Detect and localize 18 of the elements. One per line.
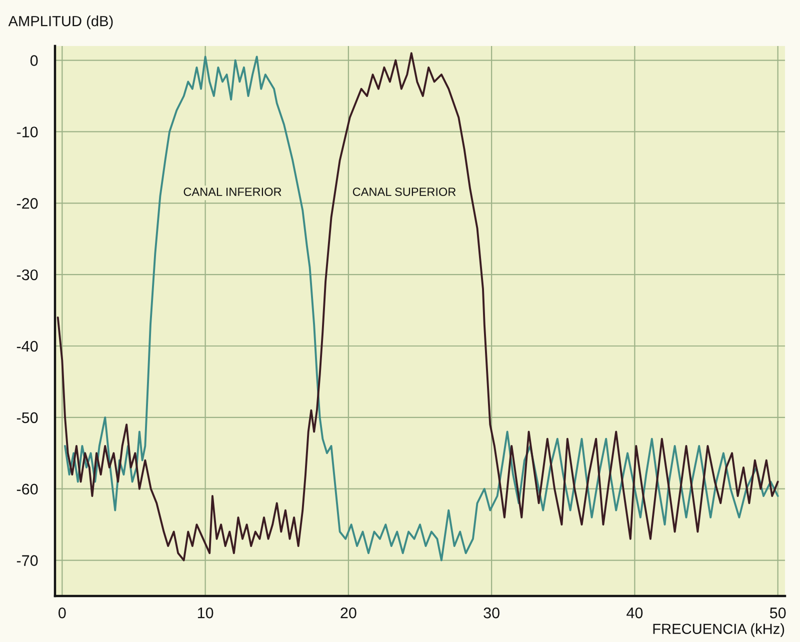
x-tick-label: 40 <box>626 608 643 618</box>
x-tick-label: 0 <box>58 608 66 618</box>
y-tick-label: -50 <box>16 412 38 424</box>
y-tick-label: 0 <box>30 55 38 66</box>
x-tick-label: 10 <box>198 608 214 618</box>
series-label: CANAL INFERIOR <box>184 188 282 196</box>
y-tick-label: -30 <box>16 269 38 280</box>
y-tick-label: -40 <box>16 340 38 352</box>
x-tick-label: 50 <box>770 608 786 618</box>
x-tick-label: 30 <box>484 608 500 618</box>
y-tick-label: -10 <box>16 126 38 138</box>
series-label: CANAL SUPERIOR <box>352 188 456 196</box>
x-tick-label: 20 <box>340 608 356 618</box>
y-tick-label: -20 <box>16 198 38 209</box>
y-tick-label: -60 <box>16 484 38 495</box>
y-axis-title: AMPLITUD (dB) <box>8 16 113 30</box>
y-tick-label: -70 <box>16 555 38 566</box>
x-axis-title: FRECUENCIA (kHz) <box>653 623 784 637</box>
